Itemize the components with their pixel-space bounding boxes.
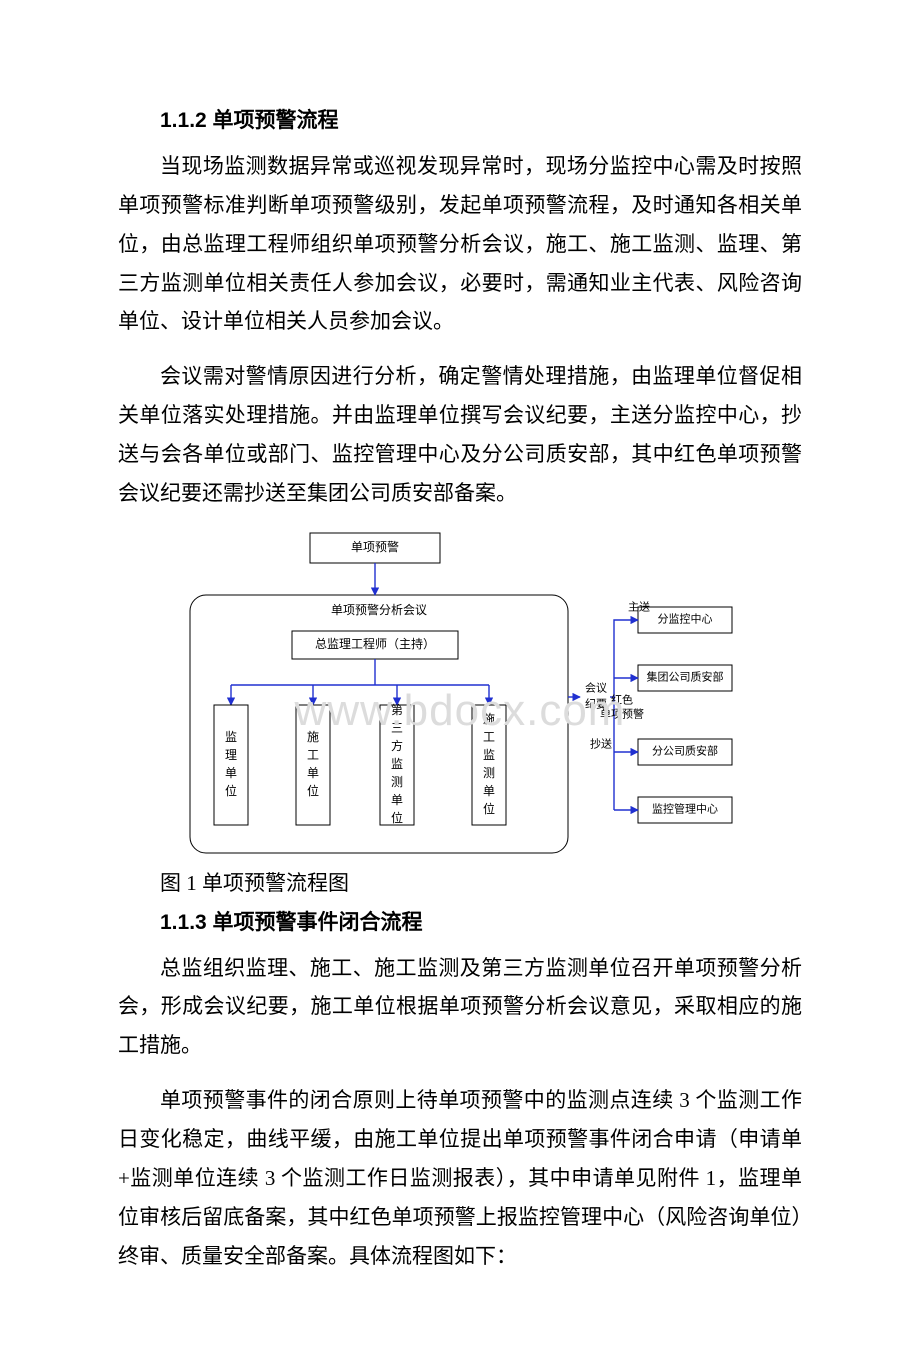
paragraph: 单项预警事件的闭合原则上待单项预警中的监测点连续 3 个监测工作日变化稳定，曲线…: [118, 1081, 802, 1275]
svg-text:测: 测: [483, 765, 495, 779]
svg-text:总监理工程师（主持）: 总监理工程师（主持）: [315, 635, 435, 650]
svg-text:位: 位: [307, 782, 319, 797]
svg-text:单: 单: [225, 765, 237, 779]
svg-text:施: 施: [307, 729, 319, 743]
svg-text:单项预警: 单项预警: [351, 538, 399, 553]
svg-text:集团公司质安部: 集团公司质安部: [647, 669, 724, 683]
paragraph: 会议需对警情原因进行分析，确定警情处理措施，由监理单位督促相关单位落实处理措施。…: [118, 357, 802, 512]
svg-text:分公司质安部: 分公司质安部: [652, 743, 718, 757]
svg-text:监控管理中心: 监控管理中心: [652, 801, 718, 815]
svg-text:方: 方: [391, 737, 403, 752]
svg-text:测: 测: [391, 774, 403, 788]
svg-text:单项预警分析会议: 单项预警分析会议: [331, 601, 427, 616]
svg-text:施: 施: [483, 711, 495, 725]
heading-1-1-2: 1.1.2 单项预警流程: [118, 110, 802, 131]
heading-1-1-3: 1.1.3 单项预警事件闭合流程: [118, 912, 802, 933]
svg-text:位: 位: [225, 782, 237, 797]
svg-text:监: 监: [483, 747, 495, 761]
flowchart-figure: www.bdocx.com 单项预警分析会议单项预警总监理工程师（主持）监理单位…: [118, 529, 802, 859]
svg-text:会议: 会议: [585, 681, 607, 694]
paragraph: 当现场监测数据异常或巡视发现异常时，现场分监控中心需及时按照单项预警标准判断单项…: [118, 147, 802, 341]
svg-text:位: 位: [483, 800, 495, 815]
svg-text:单: 单: [483, 783, 495, 797]
svg-text:监: 监: [225, 729, 237, 743]
svg-text:位: 位: [391, 809, 403, 824]
document-page: 1.1.2 单项预警流程 当现场监测数据异常或巡视发现异常时，现场分监控中心需及…: [118, 110, 802, 1275]
svg-text:第: 第: [391, 702, 403, 716]
svg-text:红色: 红色: [611, 692, 633, 706]
svg-text:工: 工: [483, 729, 495, 743]
svg-text:分监控中心: 分监控中心: [658, 611, 713, 625]
svg-text:三: 三: [391, 720, 403, 734]
svg-text:抄送: 抄送: [590, 736, 612, 750]
svg-text:单: 单: [391, 792, 403, 806]
svg-text:工: 工: [307, 747, 319, 761]
flowchart-svg: 单项预警分析会议单项预警总监理工程师（主持）监理单位施工单位第三方监测单位施工监…: [180, 529, 740, 859]
paragraph: 总监组织监理、施工、施工监测及第三方监测单位召开单项预警分析会，形成会议纪要，施…: [118, 949, 802, 1066]
svg-text:主送: 主送: [628, 599, 650, 613]
svg-text:理: 理: [225, 747, 237, 761]
svg-text:单: 单: [307, 765, 319, 779]
figure-caption: 图 1 单项预警流程图: [118, 873, 802, 894]
svg-text:单项预警: 单项预警: [600, 706, 644, 720]
svg-text:监: 监: [391, 756, 403, 770]
